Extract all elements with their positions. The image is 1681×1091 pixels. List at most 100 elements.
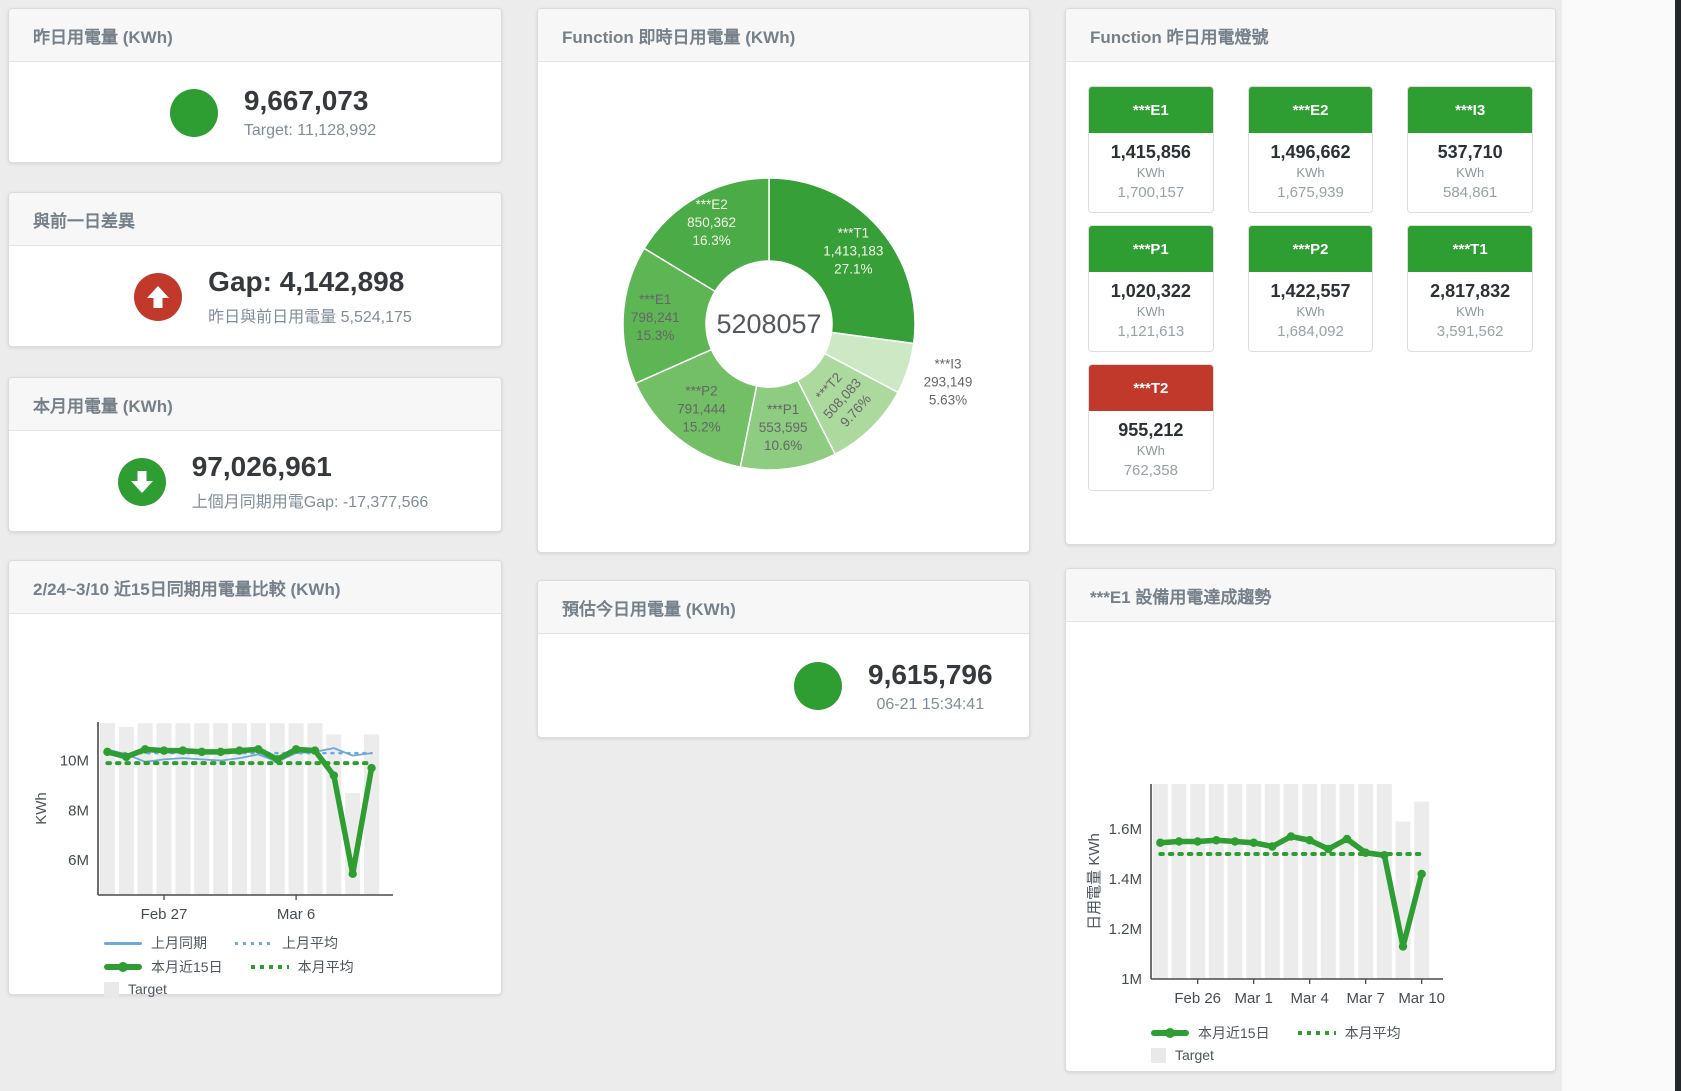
card-header: 本月用電量 (KWh) <box>9 378 501 431</box>
realtime-donut-chart[interactable]: ***T1 1,413,183 27.1%***I3 293,149 5.63%***T… <box>538 62 1029 553</box>
target-bar <box>1395 821 1411 979</box>
legend-swatch <box>104 962 142 972</box>
device-tile-unit: KWh <box>1456 304 1485 319</box>
legend-label: 本月平均 <box>1344 1025 1401 1041</box>
arrow-down-icon <box>117 457 166 506</box>
legend-swatch <box>235 941 273 945</box>
legend-label: 本月近15日 <box>1198 1025 1270 1041</box>
x-axis-tick: Mar 1 <box>1234 990 1272 1007</box>
x-axis-tick: Mar 7 <box>1346 990 1384 1007</box>
device-tile-I3[interactable]: ***I3 537,710 KWh 584,861 <box>1407 86 1533 213</box>
y-axis-tick: 1.4M <box>1109 871 1142 888</box>
compare-chart-legend: 上月同期 上月平均 本月近15日 本月平均 Target <box>104 933 501 997</box>
card-gap-title: 與前一日差異 <box>33 211 135 231</box>
y-axis-tick: 10M <box>60 753 89 770</box>
card-e1-trend: ***E1 設備用電達成趨勢 1M 1.2M 1.4M 1.6M Feb 26 Mar 1… <box>1065 568 1556 1072</box>
target-bar <box>364 734 380 895</box>
legend-item-本月平均[interactable]: 本月平均 <box>1297 1023 1401 1043</box>
target-bar <box>99 723 115 895</box>
device-tile-unit: KWh <box>1456 165 1485 180</box>
legend-label: 本月平均 <box>297 959 354 975</box>
donut-slice-label: ***P2 791,444 15.2% <box>677 383 726 434</box>
target-bar <box>1302 784 1318 979</box>
today-estimate-timestamp: 06-21 15:34:41 <box>876 695 985 713</box>
card-day-gap: 與前一日差異 Gap: 4,142,898 昨日與前日用電量 5,524,175 <box>8 192 502 347</box>
device-tile-P1[interactable]: ***P1 1,020,322 KWh 1,121,613 <box>1088 225 1214 352</box>
series-point <box>235 746 244 755</box>
device-tile-status-header: ***T1 <box>1408 226 1532 272</box>
y-axis-label: KWh <box>33 792 50 825</box>
device-tile-T2[interactable]: ***T2 955,212 KWh 762,358 <box>1088 364 1214 491</box>
day-gap-sub: 昨日與前日用電量 5,524,175 <box>208 309 412 326</box>
series-point <box>1212 836 1221 845</box>
target-bar <box>231 723 248 895</box>
yesterday-usage-value: 9,667,073 <box>243 85 369 116</box>
series-point <box>1174 837 1184 846</box>
target-bar <box>1320 784 1336 979</box>
card-donut-title: Function 即時日用電量 (KWh) <box>562 27 796 47</box>
donut-slice-label: ***I3 293,149 5.63% <box>924 357 973 408</box>
target-bar <box>1190 784 1206 979</box>
series-point <box>1417 869 1426 879</box>
legend-item-本月近15日[interactable]: 本月近15日 <box>104 957 223 977</box>
legend-item-Target[interactable]: Target <box>1151 1047 1214 1063</box>
target-bar <box>1414 801 1430 979</box>
x-axis-tick: Mar 6 <box>277 906 315 923</box>
device-tile-value: 537,710 <box>1437 142 1503 162</box>
target-bar <box>118 726 134 895</box>
device-tile-unit: KWh <box>1136 165 1165 180</box>
legend-swatch <box>1151 1047 1166 1063</box>
card-month-title: 本月用電量 (KWh) <box>33 396 173 416</box>
legend-item-本月近15日[interactable]: 本月近15日 <box>1151 1023 1270 1043</box>
series-point <box>1249 838 1258 847</box>
y-axis-tick: 6M <box>68 852 89 869</box>
device-tile-value: 1,415,856 <box>1110 142 1191 162</box>
legend-label: 上月同期 <box>151 935 207 951</box>
series-point <box>178 746 188 755</box>
card-today-estimate: 預估今日用電量 (KWh) 9,615,796 06-21 15:34:41 <box>537 580 1030 738</box>
target-bar <box>1246 784 1262 979</box>
card-header: Function 即時日用電量 (KWh) <box>538 9 1029 62</box>
device-tiles-grid: ***E1 1,415,856 KWh 1,700,157 ***E2 1,496,662… <box>1066 62 1555 491</box>
device-tile-T1[interactable]: ***T1 2,817,832 KWh 3,591,562 <box>1407 225 1533 352</box>
series-point <box>1342 834 1352 844</box>
legend-swatch <box>1151 1028 1189 1038</box>
legend-item-本月平均[interactable]: 本月平均 <box>250 957 354 977</box>
target-bar <box>269 723 285 895</box>
target-bar <box>1171 784 1187 979</box>
card-header: ***E1 設備用電達成趨勢 <box>1066 569 1555 622</box>
series-point <box>254 745 263 754</box>
device-tile-value: 1,020,322 <box>1110 281 1191 301</box>
legend-item-Target[interactable]: Target <box>104 981 167 997</box>
compare-chart[interactable]: 6M 8M 10M Feb 27 Mar 6 KWh <box>9 614 501 924</box>
today-estimate-value: 9,615,796 <box>868 658 993 690</box>
y-axis-label: 日用電量 KWh <box>1086 833 1103 930</box>
device-tile-status-header: ***I3 <box>1408 87 1532 133</box>
e1-trend-chart[interactable]: 1M 1.2M 1.4M 1.6M Feb 26 Mar 1 Mar 4 Mar 7 Mar 1… <box>1066 622 1555 1014</box>
series-point <box>1230 837 1240 846</box>
series-point <box>1156 838 1165 847</box>
device-tile-P2[interactable]: ***P2 1,422,557 KWh 1,684,092 <box>1247 225 1374 352</box>
legend-label: 本月近15日 <box>151 959 223 975</box>
series-point <box>1268 842 1277 851</box>
target-bar <box>288 723 304 895</box>
target-bar <box>1264 784 1280 979</box>
donut-slice-label: ***E1 798,241 15.3% <box>631 292 680 343</box>
day-gap-value: Gap: 4,142,898 <box>208 266 405 297</box>
legend-item-上月平均[interactable]: 上月平均 <box>235 933 338 953</box>
device-tile-status-header: ***E2 <box>1248 87 1373 133</box>
device-tile-target: 584,861 <box>1443 184 1498 201</box>
donut-slice-E2[interactable] <box>643 177 770 293</box>
device-tile-target: 1,675,939 <box>1277 184 1344 201</box>
device-tile-E2[interactable]: ***E2 1,496,662 KWh 1,675,939 <box>1247 86 1374 213</box>
legend-label: Target <box>128 981 167 997</box>
y-axis-tick: 1M <box>1121 971 1142 988</box>
series-point <box>216 747 225 757</box>
device-tile-value: 1,496,662 <box>1270 142 1351 162</box>
donut-slice-T1[interactable] <box>768 177 916 345</box>
device-tile-E1[interactable]: ***E1 1,415,856 KWh 1,700,157 <box>1088 86 1214 213</box>
donut-center-value: 5208057 <box>716 309 821 339</box>
card-lights-title: Function 昨日用電燈號 <box>1090 27 1269 47</box>
legend-item-上月同期[interactable]: 上月同期 <box>104 933 207 953</box>
series-line-上月同期 <box>106 747 373 763</box>
